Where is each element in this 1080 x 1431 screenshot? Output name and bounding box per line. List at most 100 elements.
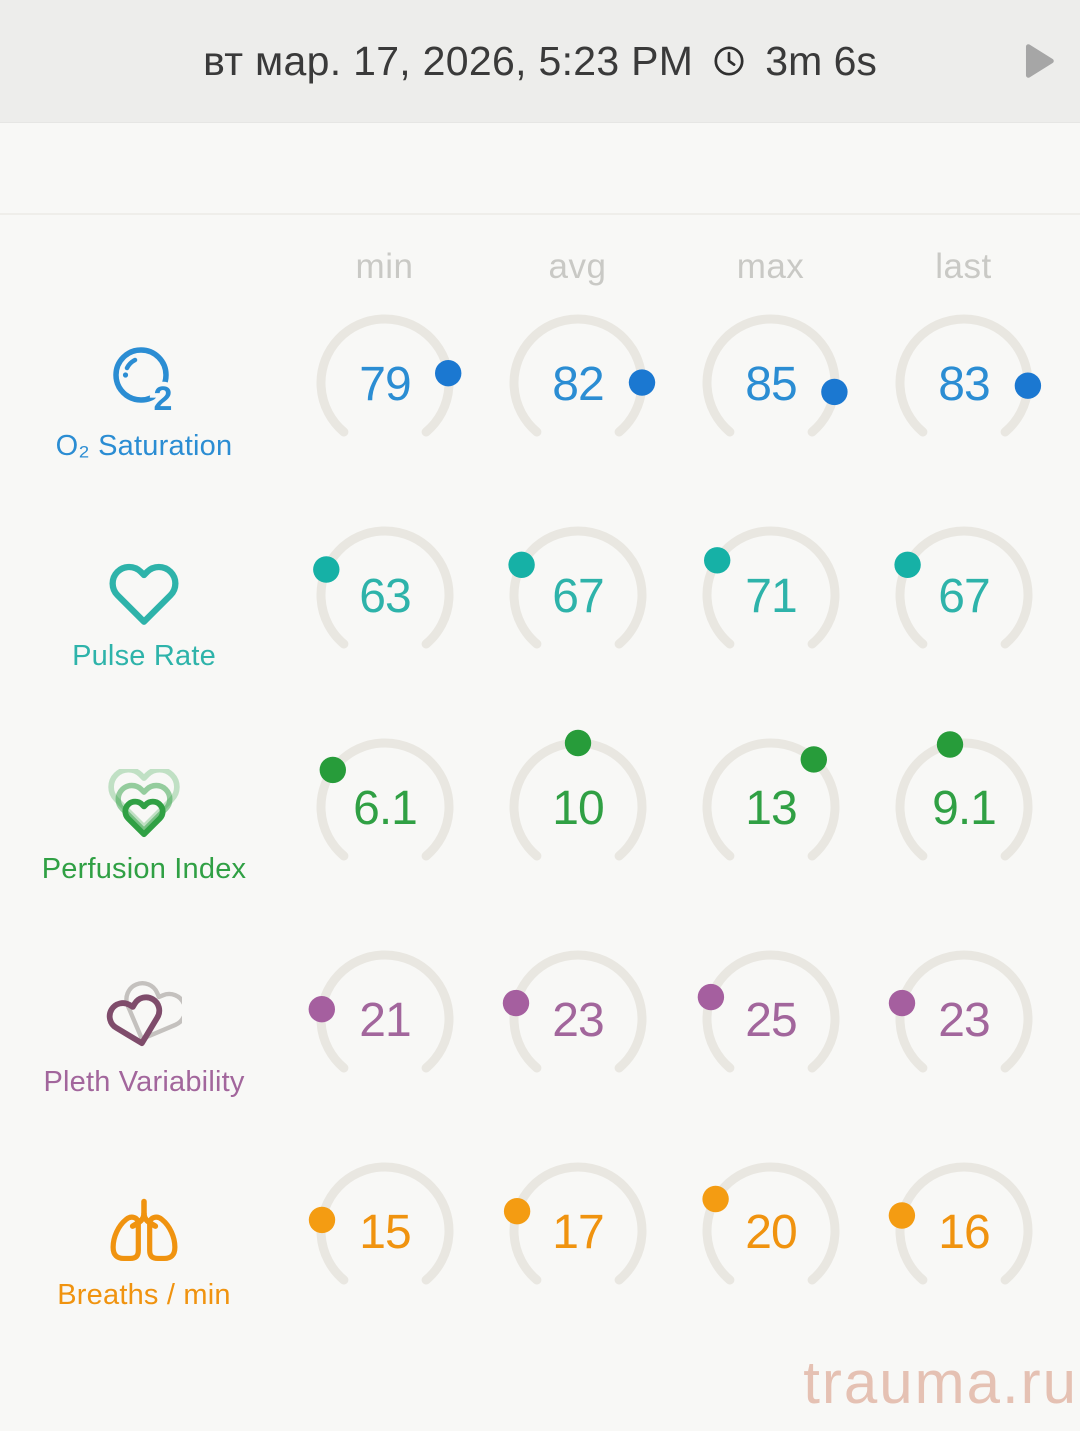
gauge-dot bbox=[319, 756, 346, 784]
gauge-dot bbox=[888, 1202, 915, 1229]
lungs-icon bbox=[105, 1191, 183, 1269]
gauge-arc: 85 bbox=[702, 314, 848, 437]
gauge-value: 67 bbox=[938, 570, 989, 623]
metric-label-pulse-rate: Pulse Rate bbox=[72, 639, 216, 672]
gauge-dot bbox=[820, 378, 848, 406]
watermark: trauma.ru bbox=[803, 1349, 1078, 1416]
gauge-dot bbox=[701, 1185, 729, 1213]
metric-breaths-min: Breaths / min bbox=[0, 1145, 288, 1357]
gauge-value: 63 bbox=[359, 570, 410, 623]
metric-label-pleth-variability: Pleth Variability bbox=[43, 1065, 245, 1098]
gauge-value: 20 bbox=[745, 1206, 796, 1259]
gauge-value: 23 bbox=[938, 994, 989, 1047]
svg-text:2: 2 bbox=[154, 380, 173, 418]
gauge-value: 9.1 bbox=[932, 782, 996, 835]
gauge-arc: 13 bbox=[702, 738, 839, 861]
gauge-perfusion-index-last: 9.1 bbox=[867, 729, 1060, 941]
gauge-o-saturation-max: 85 bbox=[674, 305, 867, 517]
gauge-pulse-rate-max: 71 bbox=[674, 517, 867, 729]
gauge-breaths-min-max: 20 bbox=[674, 1153, 867, 1365]
column-header-avg: avg bbox=[548, 247, 607, 286]
gauge-dot bbox=[893, 551, 921, 578]
gauge-arc: 67 bbox=[507, 526, 646, 649]
session-info: вт мар. 17, 2026, 5:23 PM 3m 6s bbox=[203, 38, 877, 85]
play-icon bbox=[1014, 44, 1060, 87]
gauge-dot bbox=[1014, 372, 1041, 399]
gauge-dot bbox=[507, 551, 535, 578]
gauge-value: 21 bbox=[359, 994, 410, 1047]
nested-hearts-icon bbox=[107, 766, 181, 843]
session-header: вт мар. 17, 2026, 5:23 PM 3m 6s bbox=[0, 0, 1080, 123]
gauge-dot bbox=[628, 369, 655, 396]
column-header-spacer bbox=[0, 215, 288, 305]
o2-saturation-icon: 2 bbox=[106, 344, 182, 422]
gauge-dot bbox=[503, 1198, 530, 1225]
gauge-arc: 9.1 bbox=[895, 731, 1032, 861]
gauge-arc: 23 bbox=[888, 950, 1032, 1073]
gauge-breaths-min-last: 16 bbox=[867, 1153, 1060, 1365]
gauge-value: 16 bbox=[938, 1206, 989, 1259]
gauge-value: 85 bbox=[745, 358, 796, 411]
gauge-value: 67 bbox=[552, 570, 603, 623]
metric-perfusion-index: Perfusion Index bbox=[0, 721, 288, 933]
column-header-min: min bbox=[355, 247, 414, 286]
gauge-arc: 20 bbox=[701, 1162, 839, 1285]
gauge-arc: 21 bbox=[308, 950, 453, 1073]
metric-label-perfusion-index: Perfusion Index bbox=[41, 852, 247, 885]
gauge-dot bbox=[312, 556, 339, 583]
gauge-dot bbox=[434, 360, 461, 387]
session-date: вт мар. 17, 2026, 5:23 PM bbox=[203, 37, 694, 84]
gauge-breaths-min-avg: 17 bbox=[481, 1153, 674, 1365]
gauge-pleth-variability-max: 25 bbox=[674, 941, 867, 1153]
gauge-value: 6.1 bbox=[353, 782, 417, 835]
gauge-arc: 17 bbox=[503, 1162, 646, 1285]
gauge-value: 23 bbox=[552, 994, 603, 1047]
metric-o-saturation: 2 O₂ Saturation bbox=[0, 297, 288, 509]
gauge-perfusion-index-max: 13 bbox=[674, 729, 867, 941]
metric-pleth-variability: Pleth Variability bbox=[0, 933, 288, 1145]
gauge-value: 25 bbox=[745, 994, 796, 1047]
gauge-dot bbox=[564, 729, 591, 757]
gauge-dot bbox=[308, 1206, 335, 1234]
metric-label-o-saturation: O₂ Saturation bbox=[55, 429, 233, 462]
gauge-arc: 25 bbox=[697, 950, 839, 1073]
gauge-perfusion-index-avg: 10 bbox=[481, 729, 674, 941]
gauge-arc: 82 bbox=[509, 314, 655, 437]
gauge-dot bbox=[936, 731, 963, 758]
session-duration: 3m 6s bbox=[765, 37, 877, 84]
metric-label-breaths-min: Breaths / min bbox=[57, 1278, 231, 1311]
gauge-pulse-rate-min: 63 bbox=[288, 517, 481, 729]
gauge-pleth-variability-min: 21 bbox=[288, 941, 481, 1153]
column-header-last: last bbox=[935, 247, 992, 286]
gauge-o-saturation-last: 83 bbox=[867, 305, 1060, 517]
gauge-o-saturation-avg: 82 bbox=[481, 305, 674, 517]
gauge-arc: 79 bbox=[316, 314, 461, 437]
gauge-arc: 23 bbox=[502, 950, 646, 1073]
gauge-value: 79 bbox=[359, 358, 410, 411]
gauge-arc: 6.1 bbox=[316, 738, 453, 861]
metrics-table: min avg max last 2 O₂ Saturation 79 82 8… bbox=[0, 213, 1080, 1365]
gauge-dot bbox=[800, 746, 827, 773]
gauge-dot bbox=[308, 996, 335, 1023]
gauge-arc: 67 bbox=[893, 526, 1032, 649]
gauge-arc: 63 bbox=[312, 526, 453, 649]
heart-icon bbox=[108, 558, 180, 630]
gauge-breaths-min-min: 15 bbox=[288, 1153, 481, 1365]
gauge-dot bbox=[502, 989, 529, 1017]
gauge-arc: 71 bbox=[702, 526, 839, 649]
gauge-dot bbox=[888, 989, 915, 1017]
play-button[interactable] bbox=[1008, 32, 1066, 90]
header-spacer bbox=[0, 123, 1080, 213]
gauge-o-saturation-min: 79 bbox=[288, 305, 481, 517]
gauge-value: 83 bbox=[938, 358, 989, 411]
gauge-dot bbox=[703, 547, 730, 574]
gauge-perfusion-index-min: 6.1 bbox=[288, 729, 481, 941]
metrics-panel: min avg max last 2 O₂ Saturation 79 82 8… bbox=[0, 123, 1080, 1431]
gauge-value: 71 bbox=[745, 570, 796, 623]
gauge-pulse-rate-avg: 67 bbox=[481, 517, 674, 729]
gauge-arc: 15 bbox=[308, 1162, 453, 1285]
gauge-pleth-variability-avg: 23 bbox=[481, 941, 674, 1153]
overlapping-hearts-icon bbox=[106, 980, 188, 1056]
gauge-arc: 10 bbox=[509, 729, 646, 861]
